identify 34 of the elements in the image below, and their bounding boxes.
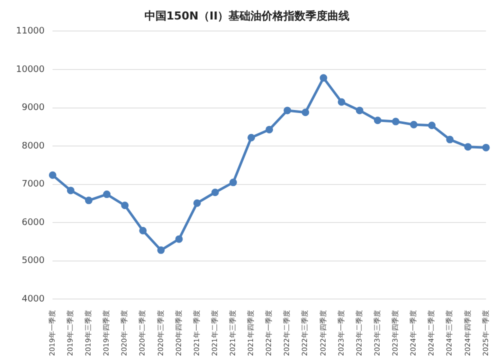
point [428,122,436,130]
point [66,186,74,194]
y-tick-label: 4000 [22,294,45,305]
point [121,202,129,210]
y-tick-label: 10000 [16,64,45,75]
point [139,226,147,234]
point [284,106,292,114]
point [175,235,183,243]
y-tick-label: 5000 [22,256,45,266]
y-tick-label: 6000 [22,218,45,228]
y-tick-label: 7000 [22,180,45,190]
y-tick-label: 11000 [16,26,45,37]
point [211,188,219,196]
point [103,190,111,198]
point [229,178,237,186]
y-tick-label: 9000 [22,103,45,114]
chart-title: 中国150N（II）基础油价格指数季度曲线 [144,9,350,22]
point [193,199,201,207]
point [356,106,364,114]
point [446,136,454,144]
y-tick-label: 8000 [22,141,45,152]
point [157,246,165,254]
point [48,171,56,179]
point [302,108,310,116]
point [482,144,490,152]
point [410,120,418,128]
point [266,126,274,134]
point [320,74,328,82]
point [248,134,256,142]
point [392,118,400,126]
point [338,98,346,106]
point [464,143,472,151]
point [84,196,92,204]
point [374,116,382,124]
